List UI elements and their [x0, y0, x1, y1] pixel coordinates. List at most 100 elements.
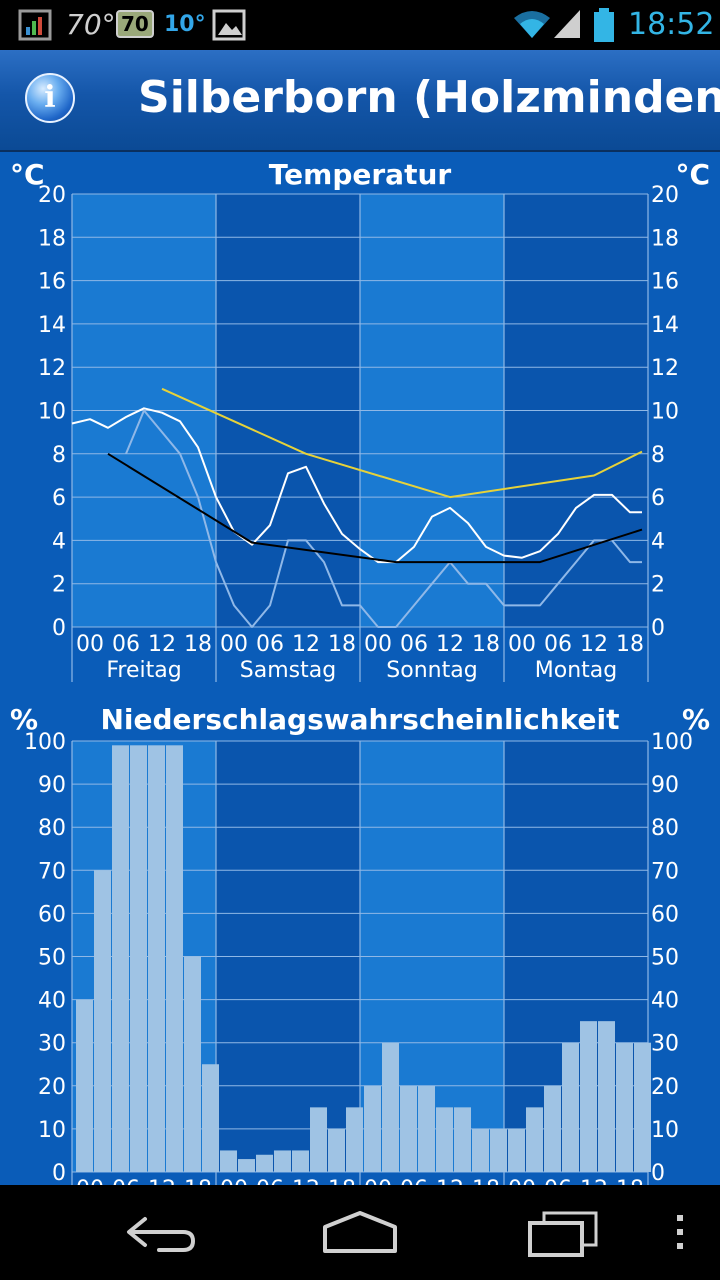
x-tick-label: 12	[436, 632, 464, 657]
precip-bar	[562, 1042, 579, 1172]
x-tick-label: 06	[544, 632, 572, 657]
y-tick-label-left: 4	[52, 529, 66, 554]
precip-bar	[490, 1128, 507, 1172]
x-tick-label: 18	[328, 1177, 356, 1185]
y-tick-label-left: 70	[38, 859, 66, 884]
y-tick-label-right: 50	[651, 946, 679, 971]
chart-icon	[18, 9, 52, 41]
x-tick-label: 06	[256, 632, 284, 657]
precip-bar	[526, 1107, 543, 1172]
x-tick-label: 18	[616, 1177, 644, 1185]
precip-bar	[220, 1150, 237, 1172]
recent-apps-icon[interactable]	[520, 1205, 610, 1260]
precip-bar	[346, 1107, 363, 1172]
x-tick-label: 06	[256, 1177, 284, 1185]
y-tick-label-left: 10	[38, 1118, 66, 1143]
x-tick-label: 06	[400, 1177, 428, 1185]
precip-bar	[418, 1085, 435, 1172]
battery-icon	[594, 8, 614, 42]
y-tick-label-right: 20	[651, 183, 679, 208]
x-tick-label: 12	[580, 1177, 608, 1185]
y-tick-label-right: 80	[651, 816, 679, 841]
unit-left: %	[10, 703, 39, 736]
precip-bar	[634, 1042, 651, 1172]
x-tick-label: 18	[184, 632, 212, 657]
status-bar: 70° 70 10° 18:52	[0, 0, 720, 50]
x-tick-label: 00	[220, 632, 248, 657]
temperature-panel: °C Temperatur °C 0 0 2 2 4 4 6 6 8 8 10 10 12 12 14 14 1…	[0, 152, 720, 697]
y-tick-label-right: 40	[651, 989, 679, 1014]
precip-bar	[328, 1128, 345, 1172]
precip-bar	[256, 1154, 273, 1172]
y-tick-label-left: 0	[52, 616, 66, 641]
precip-bar	[112, 745, 129, 1172]
precip-bar	[292, 1150, 309, 1172]
precip-bar	[616, 1042, 633, 1172]
precip-bar	[238, 1159, 255, 1172]
y-tick-label-right: 6	[651, 486, 665, 511]
status-badge: 70	[116, 10, 154, 38]
y-tick-label-right: 0	[651, 616, 665, 641]
precip-bar	[436, 1107, 453, 1172]
x-tick-label: 06	[400, 632, 428, 657]
x-tick-label: 00	[364, 1177, 392, 1185]
y-tick-label-left: 60	[38, 902, 66, 927]
chart-title: Temperatur	[268, 158, 452, 191]
chart-title: Niederschlagswahrscheinlichkeit	[100, 703, 620, 736]
y-tick-label-right: 4	[651, 529, 665, 554]
precip-bar	[454, 1107, 471, 1172]
x-tick-label: 12	[580, 632, 608, 657]
app-header: i Silberborn (Holzminden)	[0, 50, 720, 152]
precip-bar	[274, 1150, 291, 1172]
x-tick-label: 18	[616, 632, 644, 657]
y-tick-label-left: 2	[52, 573, 66, 598]
precip-bar	[508, 1128, 525, 1172]
x-tick-label: 18	[472, 1177, 500, 1185]
page-title: Silberborn (Holzminden)	[138, 72, 720, 123]
y-tick-label-left: 18	[38, 226, 66, 251]
info-icon[interactable]: i	[25, 73, 75, 123]
precip-bar	[580, 1021, 597, 1172]
x-tick-label: 00	[76, 1177, 104, 1185]
y-tick-label-right: 30	[651, 1032, 679, 1057]
clock: 18:52	[628, 7, 715, 42]
x-tick-label: 12	[436, 1177, 464, 1185]
navigation-bar	[0, 1185, 720, 1280]
y-tick-label-right: 60	[651, 902, 679, 927]
precip-bar	[76, 999, 93, 1172]
wifi-icon	[514, 11, 550, 38]
menu-icon[interactable]	[655, 1205, 720, 1260]
precip-bar	[598, 1021, 615, 1172]
status-temp-blue: 10°	[164, 12, 206, 37]
temperature-series-line-3	[107, 452, 643, 564]
precip-bar	[184, 956, 201, 1172]
temperature-series-line-1	[71, 407, 642, 564]
x-tick-label: 00	[220, 1177, 248, 1185]
precip-bar	[472, 1128, 489, 1172]
unit-right: %	[681, 703, 710, 736]
y-tick-label-right: 100	[651, 730, 693, 755]
x-tick-label: 18	[472, 632, 500, 657]
x-tick-label: 12	[148, 632, 176, 657]
x-tick-label: 12	[292, 632, 320, 657]
y-tick-label-right: 12	[651, 356, 679, 381]
precip-bar	[310, 1107, 327, 1172]
y-tick-label-left: 100	[24, 730, 66, 755]
day-label: Freitag	[106, 658, 181, 683]
home-icon[interactable]	[315, 1205, 405, 1260]
back-icon[interactable]	[115, 1205, 205, 1260]
y-tick-label-left: 16	[38, 270, 66, 295]
precip-panel: % Niederschlagswahrscheinlichkeit % 0 0 10…	[0, 697, 720, 1185]
y-tick-label-left: 80	[38, 816, 66, 841]
x-tick-label: 00	[508, 632, 536, 657]
y-tick-label-right: 0	[651, 1161, 665, 1185]
precip-bar	[544, 1085, 561, 1172]
status-temp-italic: 70°	[66, 8, 116, 41]
precip-bar	[130, 745, 147, 1172]
x-tick-label: 12	[292, 1177, 320, 1185]
y-tick-label-right: 16	[651, 270, 679, 295]
precip-bar	[400, 1085, 417, 1172]
y-tick-label-left: 14	[38, 313, 66, 338]
y-tick-label-right: 18	[651, 226, 679, 251]
